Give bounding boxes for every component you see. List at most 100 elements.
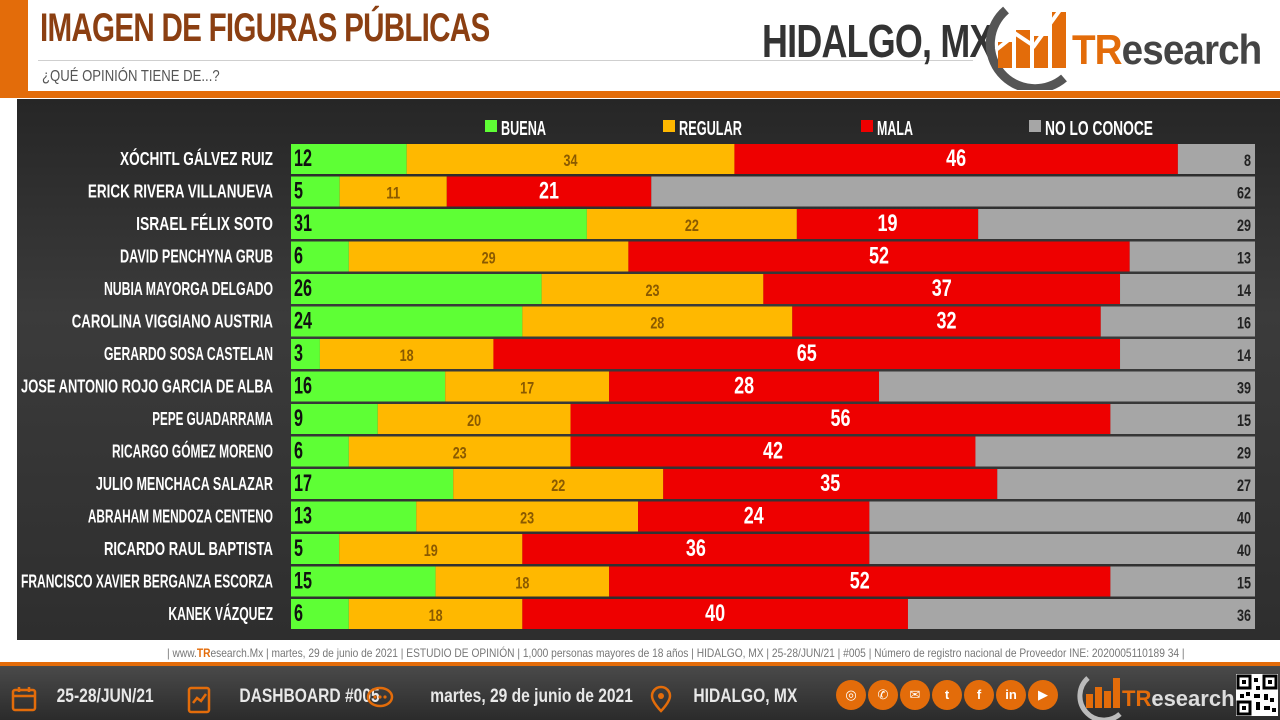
bar-row-jose-antonio-rojo-garcia-de-alba: JOSE ANTONIO ROJO GARCIA DE ALBA 16 17 28 39 — [21, 371, 1255, 402]
calendar-icon — [11, 687, 37, 712]
bar-mala — [663, 469, 998, 499]
bar-row-ricargo-gomez-moreno: RICARGO GÓMEZ MORENO 6 23 42 29 — [112, 436, 1255, 467]
bar-mala — [522, 599, 908, 629]
bar-mala — [570, 436, 976, 467]
source-note: | www.TResearch.Mx | martes, 29 de junio… — [167, 646, 1185, 660]
bar-no-lo-conoce — [1120, 274, 1255, 304]
bar-mala — [522, 534, 870, 564]
legend-swatch — [663, 120, 675, 132]
data-label-regular: 19 — [424, 541, 438, 560]
data-label-mala: 24 — [744, 503, 764, 530]
category-label: RICARGO GÓMEZ MORENO — [112, 441, 273, 462]
bar-buena — [291, 209, 587, 239]
data-label-no-lo-conoce: 16 — [1237, 314, 1251, 333]
bar-buena — [291, 339, 320, 369]
bar-mala — [570, 404, 1111, 434]
footer-location-text: HIDALGO, MX — [693, 686, 798, 707]
header-accent-line — [0, 91, 1280, 98]
data-label-no-lo-conoce: 40 — [1237, 509, 1251, 528]
data-label-mala: 28 — [734, 373, 754, 400]
globe-icon[interactable]: ◎ — [836, 680, 866, 710]
data-label-regular: 23 — [453, 444, 467, 463]
data-label-no-lo-conoce: 29 — [1237, 444, 1251, 463]
data-label-regular: 22 — [551, 476, 565, 495]
category-label: GERARDO SOSA CASTELAN — [104, 344, 273, 364]
data-label-regular: 22 — [685, 216, 699, 235]
bar-buena — [291, 274, 542, 304]
bar-regular — [339, 534, 523, 564]
footer-date-text: martes, 29 de junio de 2021 — [430, 686, 633, 707]
category-label: JOSE ANTONIO ROJO GARCIA DE ALBA — [21, 377, 273, 397]
category-label: RICARDO RAUL BAPTISTA — [104, 539, 273, 559]
linkedin-icon[interactable]: in — [996, 680, 1026, 710]
category-label: FRANCISCO XAVIER BERGANZA ESCORZA — [21, 572, 273, 592]
data-label-buena: 6 — [294, 600, 303, 627]
data-label-no-lo-conoce: 14 — [1237, 346, 1251, 365]
page-subtitle: ¿QUÉ OPINIÓN TIENE DE...? — [42, 68, 220, 85]
bar-row-francisco-xavier-berganza-escorza: FRANCISCO XAVIER BERGANZA ESCORZA 15 18 52 1… — [21, 566, 1255, 597]
mail-icon[interactable]: ✉ — [900, 680, 930, 710]
footer-tresearch-logo — [1077, 676, 1122, 720]
data-label-no-lo-conoce: 15 — [1237, 411, 1251, 430]
data-label-regular: 18 — [515, 574, 529, 593]
bar-mala — [628, 241, 1130, 272]
header: IMAGEN DE FIGURAS PÚBLICAS ¿QUÉ OPINIÓN … — [0, 0, 1280, 98]
facebook-icon[interactable]: f — [964, 680, 994, 710]
bar-no-lo-conoce — [651, 176, 1255, 207]
bar-no-lo-conoce — [869, 534, 1255, 564]
bar-buena — [291, 371, 446, 402]
data-label-buena: 9 — [294, 405, 303, 432]
bar-row-pepe-guadarrama: PEPE GUADARRAMA 9 20 56 15 — [152, 404, 1255, 434]
data-label-buena: 24 — [294, 308, 312, 335]
legend-item-regular: REGULAR — [663, 118, 742, 140]
data-label-no-lo-conoce: 36 — [1237, 606, 1251, 625]
data-label-buena: 3 — [294, 340, 303, 367]
bar-regular — [541, 274, 764, 304]
category-label: JULIO MENCHACA SALAZAR — [96, 474, 273, 494]
bar-buena — [291, 534, 340, 564]
page-title: IMAGEN DE FIGURAS PÚBLICAS — [40, 6, 490, 50]
bar-buena — [291, 599, 349, 629]
data-label-mala: 65 — [797, 340, 817, 367]
footer-tresearch-wordmark: TResearch — [1122, 686, 1235, 711]
data-label-mala: 36 — [686, 535, 706, 562]
chat-bubbles-icon — [366, 686, 394, 708]
qr-code[interactable] — [1236, 674, 1278, 716]
phone-icon[interactable]: ✆ — [868, 680, 898, 710]
category-label: CAROLINA VIGGIANO AUSTRIA — [72, 312, 273, 332]
data-label-regular: 18 — [429, 606, 443, 625]
data-label-buena: 6 — [294, 243, 303, 270]
bar-no-lo-conoce — [879, 371, 1255, 402]
bar-row-carolina-viggiano-austria: CAROLINA VIGGIANO AUSTRIA 24 28 32 16 — [72, 306, 1255, 337]
data-label-regular: 20 — [467, 411, 481, 430]
data-label-no-lo-conoce: 8 — [1244, 151, 1251, 170]
category-label: KANEK VÁZQUEZ — [168, 603, 273, 624]
bar-regular — [453, 469, 664, 499]
data-label-regular: 23 — [646, 281, 660, 300]
tresearch-wordmark: TResearch — [1072, 26, 1262, 73]
bar-no-lo-conoce — [975, 436, 1255, 467]
bar-row-julio-menchaca-salazar: JULIO MENCHACA SALAZAR 17 22 35 27 — [96, 469, 1255, 499]
data-label-buena: 5 — [294, 178, 303, 205]
data-label-regular: 18 — [400, 346, 414, 365]
bar-no-lo-conoce — [907, 599, 1255, 629]
data-label-buena: 16 — [294, 373, 312, 400]
bar-regular — [348, 241, 629, 272]
data-label-mala: 37 — [932, 275, 952, 302]
data-label-mala: 19 — [878, 210, 898, 237]
twitter-icon[interactable]: t — [932, 680, 962, 710]
bar-no-lo-conoce — [869, 501, 1255, 532]
bar-mala — [734, 144, 1178, 174]
legend-item-no-lo-conoce: NO LO CONOCE — [1029, 118, 1153, 140]
bar-no-lo-conoce — [1100, 306, 1255, 337]
data-label-buena: 6 — [294, 438, 303, 465]
legend-label: NO LO CONOCE — [1045, 118, 1153, 140]
bar-row-david-penchyna-grub: DAVID PENCHYNA GRUB 6 29 52 13 — [120, 241, 1255, 272]
bar-mala — [796, 209, 979, 239]
youtube-icon[interactable]: ▶ — [1028, 680, 1058, 710]
bar-buena — [291, 436, 349, 467]
bar-buena — [291, 176, 340, 207]
data-label-mala: 56 — [830, 405, 850, 432]
data-label-no-lo-conoce: 39 — [1237, 379, 1251, 398]
data-label-buena: 31 — [294, 210, 312, 237]
